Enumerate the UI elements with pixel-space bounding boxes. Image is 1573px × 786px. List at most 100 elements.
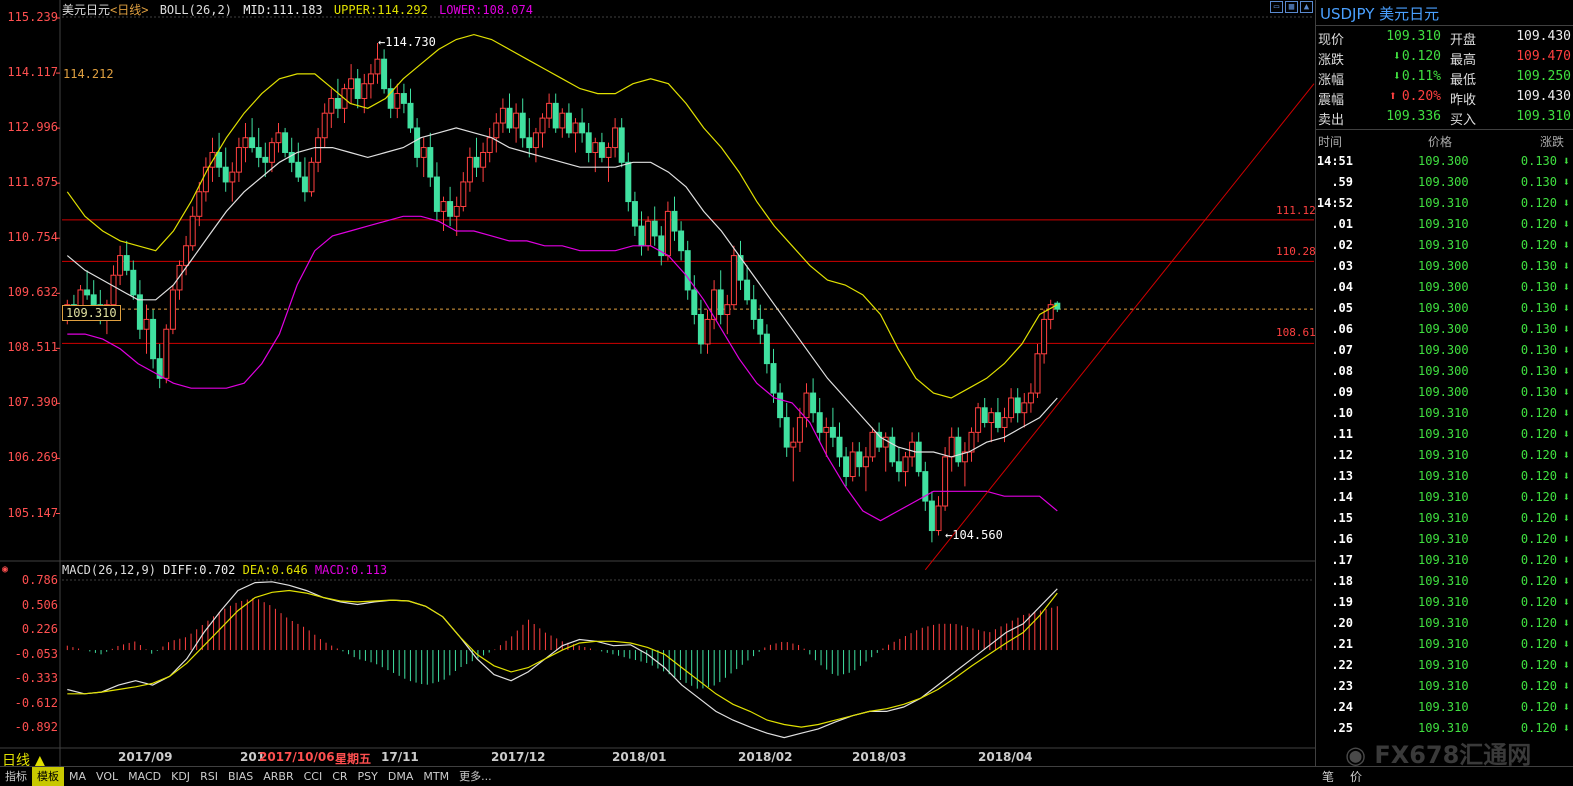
quote-value: 109.430 xyxy=(1516,89,1571,104)
macd-settings-icon[interactable]: ◉ xyxy=(2,564,9,575)
level-3-label: 108.612 xyxy=(1276,326,1323,339)
candle-body xyxy=(328,97,335,114)
candle-body xyxy=(955,436,962,463)
arrow-down-icon: ⬇ xyxy=(1562,553,1570,567)
quote-bottom-tab-1[interactable]: 笔 xyxy=(1322,770,1335,784)
candle-body xyxy=(189,215,196,247)
tick-change: 0.120 xyxy=(1520,595,1557,609)
candle-body xyxy=(466,156,473,183)
tab-11[interactable]: CR xyxy=(332,770,348,783)
candle-body xyxy=(625,161,632,203)
price-tick-label: 106.269 xyxy=(7,450,58,465)
tick-row: 14:51 109.300 0.130 ⬇ xyxy=(1316,151,1573,172)
candle-body xyxy=(684,250,691,291)
quote-bottom-tab-2[interactable]: 价 xyxy=(1350,770,1363,784)
tick-row: .05 109.300 0.130 ⬇ xyxy=(1316,298,1573,319)
tab-15[interactable]: 更多... xyxy=(459,770,492,783)
candle-body xyxy=(519,112,526,139)
candle-body xyxy=(84,289,91,296)
tab-3[interactable]: MA xyxy=(69,770,87,783)
candle-body xyxy=(367,73,374,85)
upper-left-value: 114.212 xyxy=(63,67,114,81)
macd-tick-label: -0.892 xyxy=(14,720,58,735)
candle-body xyxy=(136,294,143,330)
macd-tick-label: 0.226 xyxy=(21,622,58,637)
candle-body xyxy=(275,132,282,144)
tick-time: .11 xyxy=(1331,427,1353,441)
tick-header-time: 时间 xyxy=(1318,135,1343,149)
candle-body xyxy=(163,328,170,379)
tick-time: .01 xyxy=(1331,217,1353,231)
macd-dea-line xyxy=(67,589,1058,728)
quote-value: 109.470 xyxy=(1516,49,1571,64)
candle-body xyxy=(532,132,539,149)
tick-time: .06 xyxy=(1331,322,1353,336)
candle-body xyxy=(770,363,777,394)
candle-body xyxy=(262,156,269,163)
candle-body xyxy=(856,451,863,468)
candle-body xyxy=(605,147,612,158)
candle-body xyxy=(975,407,982,433)
tab-13[interactable]: DMA xyxy=(387,770,414,783)
candle-body xyxy=(480,151,487,168)
candle-body xyxy=(816,412,823,433)
tick-change: 0.120 xyxy=(1520,553,1557,567)
high-mark-value: 114.730 xyxy=(385,35,436,49)
candle-body xyxy=(156,358,163,379)
candle-body xyxy=(308,161,315,193)
candle-body xyxy=(909,441,916,458)
period-tab[interactable]: 日线 ▲ xyxy=(2,753,46,769)
tick-change: 0.120 xyxy=(1520,217,1557,231)
quote-value: 109.250 xyxy=(1516,69,1571,84)
watermark-icon: ◉ xyxy=(1345,741,1366,769)
candle-body xyxy=(381,58,388,90)
diff-value: DIFF:0.702 xyxy=(163,563,236,577)
tab-9[interactable]: ARBR xyxy=(263,770,294,783)
quote-label: 涨跌 xyxy=(1318,53,1345,68)
arrow-down-icon: ⬇ xyxy=(1562,574,1570,588)
restore-icon[interactable]: ▭ xyxy=(1270,1,1283,13)
candle-body xyxy=(645,220,652,247)
tab-10[interactable]: CCI xyxy=(303,770,323,783)
macd-tick-label: -0.333 xyxy=(14,671,58,686)
arrow-down-icon: ⬇ xyxy=(1562,637,1570,651)
candle-body xyxy=(631,201,638,227)
tick-change: 0.120 xyxy=(1520,637,1557,651)
arrow-down-icon: ⬇ xyxy=(1562,175,1570,189)
candle-body xyxy=(565,112,572,134)
quote-label: 震幅 xyxy=(1318,93,1345,108)
tab-7[interactable]: RSI xyxy=(200,770,218,783)
chart-canvas[interactable] xyxy=(0,0,1316,767)
candle-body xyxy=(526,137,533,149)
tick-row: .22 109.310 0.120 ⬇ xyxy=(1316,655,1573,676)
tab-8[interactable]: BIAS xyxy=(227,770,254,783)
tick-change: 0.120 xyxy=(1520,700,1557,714)
tab-4[interactable]: VOL xyxy=(96,770,119,783)
candle-body xyxy=(1034,353,1041,394)
grid-icon[interactable]: ▦ xyxy=(1285,1,1298,13)
candle-body xyxy=(664,210,671,257)
tick-row: .02 109.310 0.120 ⬇ xyxy=(1316,235,1573,256)
candle-body xyxy=(150,318,157,360)
tab-2[interactable]: 模板 xyxy=(32,767,64,786)
price-tick-label: 112.996 xyxy=(7,120,58,135)
tab-6[interactable]: KDJ xyxy=(171,770,191,783)
scroll-up-icon[interactable]: ▲ xyxy=(1300,1,1313,13)
candle-body xyxy=(678,230,685,252)
tab-1[interactable]: 指标 xyxy=(5,770,27,783)
tick-row: .18 109.310 0.120 ⬇ xyxy=(1316,571,1573,592)
period-label[interactable]: <日线> xyxy=(110,3,149,17)
upper-value: UPPER:114.292 xyxy=(333,3,428,17)
tick-time: .59 xyxy=(1331,175,1353,189)
candle-body xyxy=(222,166,229,183)
tab-12[interactable]: PSY xyxy=(357,770,378,783)
candle-body xyxy=(724,304,731,316)
candle-body xyxy=(427,147,434,178)
candle-body xyxy=(216,151,223,168)
candle-body xyxy=(829,426,836,438)
candle-body xyxy=(268,142,275,163)
tab-5[interactable]: MACD xyxy=(128,770,162,783)
tab-14[interactable]: MTM xyxy=(423,770,450,783)
bottom-divider xyxy=(0,766,1316,767)
